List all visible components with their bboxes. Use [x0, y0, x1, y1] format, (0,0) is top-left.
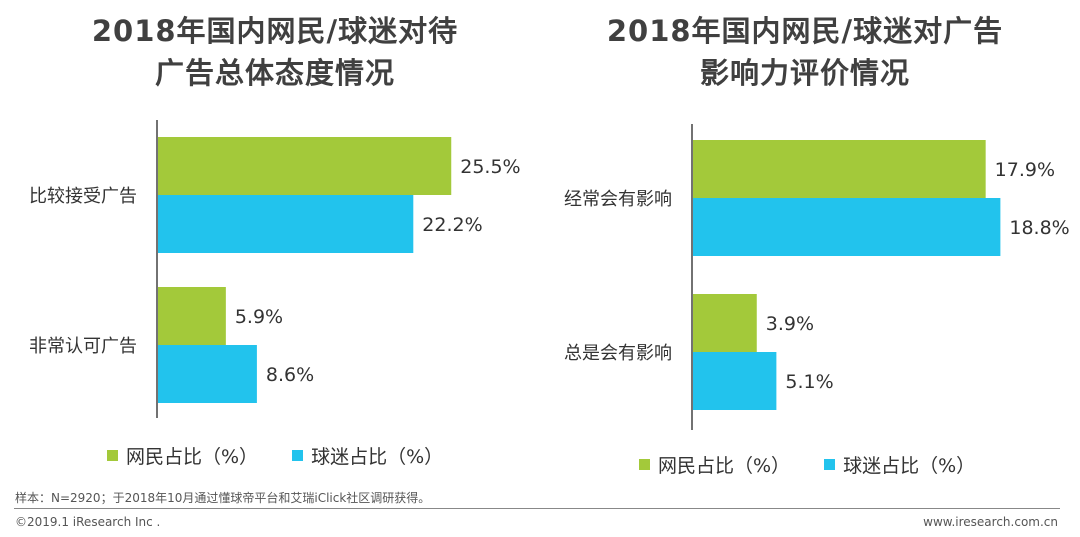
legend-swatch-fan	[292, 450, 304, 461]
category-label-2: 总是会有影响	[564, 343, 672, 364]
legend-label-netizen: 网民占比（%）	[658, 455, 791, 477]
data-label-netizen-1: 25.5%	[460, 156, 520, 178]
category-label-2: 非常认可广告	[29, 336, 137, 357]
data-label-fan-2: 8.6%	[266, 364, 314, 386]
legend-influence: 网民占比（%） 球迷占比（%）	[639, 451, 1009, 478]
category-label-1: 经常会有影响	[564, 189, 672, 210]
legend-label-fan: 球迷占比（%）	[843, 455, 976, 477]
website-link[interactable]: www.iresearch.com.cn	[923, 515, 1058, 529]
legend-label-fan: 球迷占比（%）	[311, 446, 444, 468]
data-label-fan-2: 5.1%	[785, 371, 833, 393]
data-label-netizen-1: 17.9%	[995, 159, 1055, 181]
footer-divider	[14, 508, 1060, 509]
data-label-fan-1: 18.8%	[1009, 217, 1069, 239]
bar-fan-2	[693, 352, 777, 410]
category-label-1: 比较接受广告	[29, 186, 137, 207]
influence-bar-chart: 17.9% 18.8% 经常会有影响 3.9% 5.1% 总是会有影响	[564, 124, 1070, 430]
bar-netizen-1	[693, 140, 986, 198]
data-label-fan-1: 22.2%	[422, 214, 482, 236]
legend-item-fan: 球迷占比（%）	[292, 442, 443, 469]
chart-title-attitude: 2018年国内网民/球迷对待 广告总体态度情况	[91, 14, 459, 90]
legend-item-fan: 球迷占比（%）	[824, 451, 975, 478]
data-label-netizen-2: 3.9%	[766, 313, 814, 335]
legend-swatch-netizen	[107, 450, 118, 461]
legend-swatch-fan	[824, 459, 836, 470]
data-label-netizen-2: 5.9%	[235, 306, 283, 328]
legend-attitude: 网民占比（%） 球迷占比（%）	[107, 442, 477, 469]
legend-item-netizen: 网民占比（%）	[639, 451, 790, 478]
legend-label-netizen: 网民占比（%）	[126, 446, 259, 468]
bar-netizen-1	[158, 137, 452, 195]
bar-netizen-2	[158, 287, 226, 345]
bar-fan-1	[158, 195, 414, 253]
copyright-text: ©2019.1 iResearch Inc .	[15, 515, 161, 529]
legend-swatch-netizen	[639, 459, 650, 470]
sample-footnote: 样本：N=2920；于2018年10月通过懂球帝平台和艾瑞iClick社区调研获…	[15, 491, 431, 505]
attitude-bar-chart: 25.5% 22.2% 比较接受广告 5.9% 8.6% 非常认可广告	[29, 120, 521, 418]
legend-item-netizen: 网民占比（%）	[107, 442, 258, 469]
bar-netizen-2	[693, 294, 757, 352]
bar-fan-1	[693, 198, 1001, 256]
bar-fan-2	[158, 345, 257, 403]
chart-title-influence: 2018年国内网民/球迷对广告 影响力评价情况	[606, 14, 1004, 90]
